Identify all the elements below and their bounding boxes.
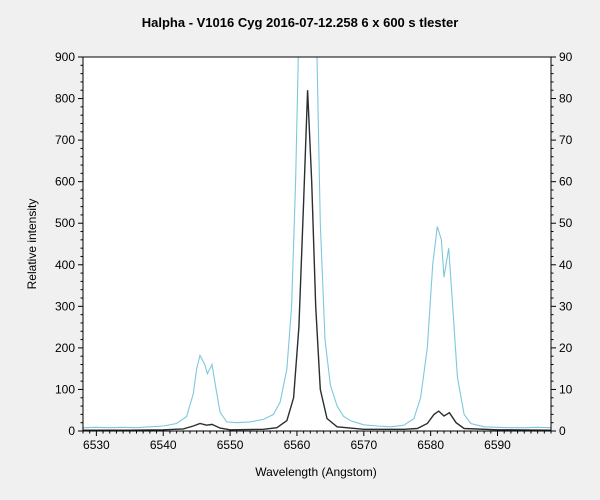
y-tick-label: 600 xyxy=(55,175,75,189)
x-tick-label: 6530 xyxy=(83,438,110,452)
y-tick-label: 900 xyxy=(55,50,75,64)
y-tick-label: 300 xyxy=(55,299,75,313)
y2-tick-label: 30 xyxy=(559,299,573,313)
x-tick-label: 6540 xyxy=(150,438,177,452)
y-tick-label: 100 xyxy=(55,382,75,396)
ticks-layer: 6530 6540 6550 6560 6570 6580 6590010020030040… xyxy=(55,50,573,452)
y-tick-label: 400 xyxy=(55,258,75,272)
chart-title: Halpha - V1016 Cyg 2016-07-12.258 6 x 60… xyxy=(142,15,459,30)
y2-tick-label: 60 xyxy=(559,175,573,189)
y2-tick-label: 10 xyxy=(559,382,573,396)
y2-tick-label: 40 xyxy=(559,258,573,272)
y-tick-label: 0 xyxy=(68,424,75,438)
series-line-0 xyxy=(83,57,551,429)
x-tick-label: 6580 xyxy=(417,438,444,452)
y-tick-label: 200 xyxy=(55,341,75,355)
y-axis-label: Relative intensity xyxy=(25,199,39,290)
y-tick-label: 800 xyxy=(55,92,75,106)
y2-tick-label: 80 xyxy=(559,92,573,106)
x-tick-label: 6570 xyxy=(350,438,377,452)
x-tick-label: 6560 xyxy=(284,438,311,452)
y2-tick-label: 70 xyxy=(559,133,573,147)
y2-tick-label: 90 xyxy=(559,50,573,64)
y2-tick-label: 50 xyxy=(559,216,573,230)
x-axis-label: Wavelength (Angstom) xyxy=(255,465,377,479)
y-tick-label: 500 xyxy=(55,216,75,230)
series-line-1 xyxy=(83,90,551,431)
plot-area xyxy=(83,57,551,431)
y2-tick-label: 20 xyxy=(559,341,573,355)
series-layer xyxy=(83,57,551,431)
y-tick-label: 700 xyxy=(55,133,75,147)
x-tick-label: 6590 xyxy=(484,438,511,452)
x-tick-label: 6550 xyxy=(217,438,244,452)
y2-tick-label: 0 xyxy=(559,424,566,438)
